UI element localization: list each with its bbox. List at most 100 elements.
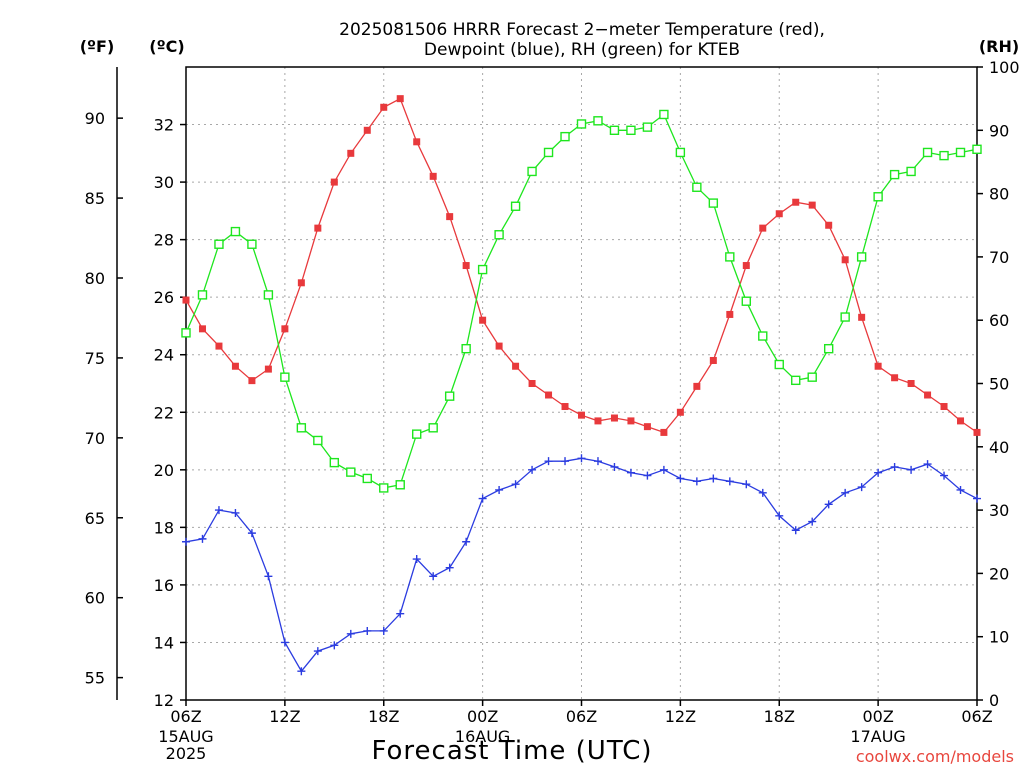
chart-title: 2025081506 HRRR Forecast 2−meter Tempera… [339,20,825,60]
rh-marker [362,473,372,484]
rh-marker [263,290,274,300]
temperature-marker [314,224,322,232]
dewpoint-marker [379,626,388,635]
rh-marker [543,147,554,158]
dewpoint-marker [841,488,850,497]
temperature-marker [643,423,651,431]
celsius-tick-label: 16 [154,576,174,595]
dewpoint-marker [676,474,685,483]
temperature-marker [495,342,503,350]
time-tick-label: 06Z [566,707,597,726]
celsius-tick-label: 18 [154,518,174,537]
dewpoint-marker [725,477,734,486]
dewpoint-marker [429,572,438,581]
rh-marker [741,296,751,306]
temperature-marker [248,377,256,385]
dewpoint-marker [495,485,504,494]
celsius-tick-label: 22 [154,403,174,422]
time-tick-label: 06Z [170,707,201,726]
rh-marker [527,166,537,177]
rh-marker [972,144,982,154]
dewpoint-marker [874,468,883,477]
temperature-marker [347,149,355,157]
rh-tick-label: 60 [989,311,1009,330]
rh-marker [477,264,488,275]
rh-marker [642,122,653,132]
rh-marker [692,182,702,192]
dewpoint-marker [264,572,273,581]
rh-marker [856,252,867,262]
dewpoint-marker [247,529,256,538]
dewpoint-marker [478,494,487,503]
dewpoint-marker [610,462,619,471]
temperature-marker [462,262,470,270]
temperature-marker [594,417,602,425]
dewpoint-marker [626,468,635,477]
temperature-marker [198,325,206,333]
temperature-marker [413,138,421,146]
temperature-marker [858,313,866,321]
rh-marker [510,201,521,211]
fahrenheit-tick-label: 65 [85,509,105,528]
rh-tick-label: 90 [989,121,1009,140]
dewpoint-marker [561,457,570,466]
dewpoint-marker [577,454,586,463]
temperature-marker [479,316,487,324]
rh-marker [181,328,191,338]
x-axis-caption: Forecast Time (UTC) [371,736,652,766]
axis-ticks: 12 14 16 18 20 22 24 26 28 30 32 55 60 65 70 75 80 85 90 0 1… [85,58,1020,763]
dewpoint-marker [857,483,866,492]
temperature-marker [676,408,684,416]
dewpoint-marker [412,555,421,564]
rh-marker [329,457,340,468]
temperature-marker [841,256,849,264]
temperature-marker [231,362,239,370]
dewpoint-marker [313,647,322,656]
temperature-marker [907,380,915,387]
dewpoint-marker [890,462,899,471]
rh-marker [494,230,504,240]
rh-marker [708,198,719,208]
rh-marker [296,423,307,433]
dewpoint-marker [198,534,207,543]
dewpoint-marker [511,480,520,489]
rh-marker [922,147,933,158]
celsius-tick-label: 30 [154,173,174,192]
temperature-marker [825,221,833,229]
dewpoint-marker [659,465,668,474]
temperature-marker [924,391,932,399]
celsius-tick-label: 26 [154,288,174,307]
rh-marker [873,192,883,202]
dewpoint-marker [231,508,240,517]
rh-marker [247,239,257,249]
temperature-marker [775,210,783,218]
temperature-marker [512,362,520,370]
dewpoint-marker [742,480,751,489]
temperature-marker [610,414,618,422]
rh-series [181,109,982,493]
rh-tick-label: 70 [989,248,1009,267]
date-label: 15AUG [158,727,213,746]
temperature-marker [940,403,948,411]
time-tick-label: 12Z [269,707,300,726]
dewpoint-marker [824,500,833,509]
dewpoint-marker [808,517,817,526]
chart-title-line-2: Dewpoint (blue), RH (green) for KTEB [424,40,740,60]
date-label: 2025 [166,744,207,763]
temperature-marker [429,172,437,180]
rh-marker [939,150,949,161]
time-tick-label: 18Z [368,707,399,726]
rh-marker [758,331,768,341]
rh-marker [214,239,224,249]
rh-marker [444,391,455,401]
rh-marker [791,375,801,386]
rh-marker [461,343,471,354]
temperature-marker [660,428,668,436]
dewpoint-marker [330,641,339,650]
temperature-series [182,95,981,436]
time-tick-label: 00Z [467,707,498,726]
fahrenheit-unit-label: (ºF) [80,37,115,56]
fahrenheit-tick-label: 55 [85,669,105,688]
rh-marker [725,252,735,262]
dewpoint-marker [544,457,553,466]
